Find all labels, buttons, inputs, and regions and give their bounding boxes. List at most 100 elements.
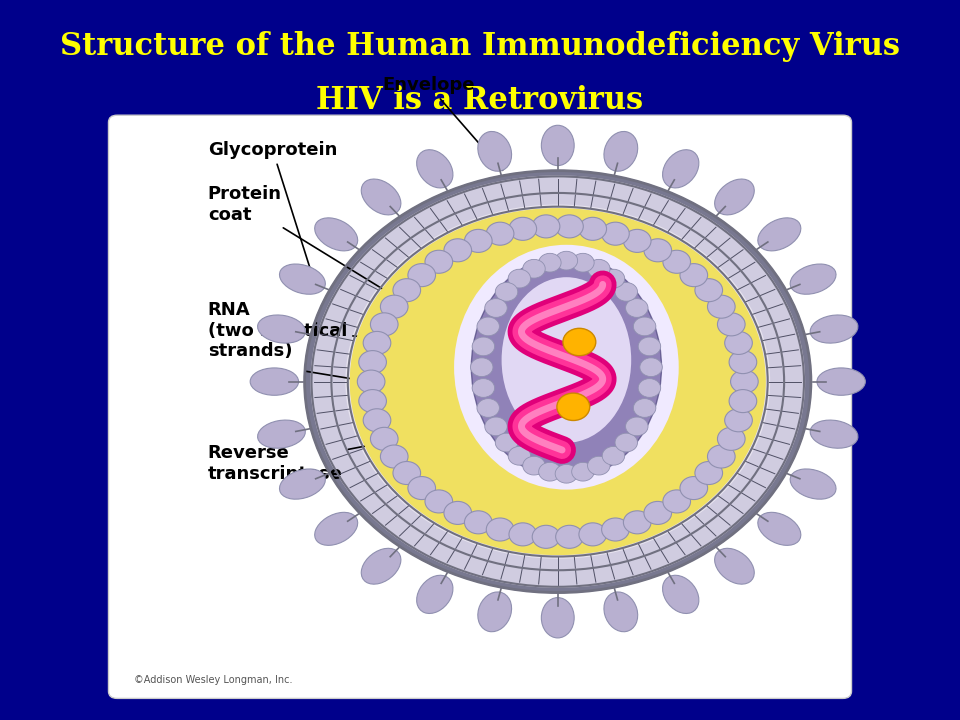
Circle shape [680,264,708,287]
Circle shape [487,518,514,541]
Ellipse shape [810,315,858,343]
Circle shape [695,462,723,485]
Ellipse shape [541,598,574,638]
Ellipse shape [361,179,401,215]
Circle shape [638,379,660,397]
Ellipse shape [604,132,637,171]
Circle shape [634,399,656,418]
Circle shape [465,510,492,534]
Circle shape [556,215,584,238]
Ellipse shape [251,368,299,395]
Circle shape [444,239,471,262]
Ellipse shape [315,218,358,251]
Text: RNA
(two identical
strands): RNA (two identical strands) [208,301,486,361]
Circle shape [579,217,607,240]
Circle shape [663,490,690,513]
Circle shape [495,282,517,301]
Ellipse shape [714,549,755,584]
Circle shape [523,456,545,475]
Circle shape [644,239,672,262]
Ellipse shape [662,575,699,613]
Circle shape [393,279,420,302]
Circle shape [602,446,625,465]
Circle shape [615,282,637,301]
Circle shape [408,477,436,500]
Ellipse shape [790,469,836,499]
FancyBboxPatch shape [108,115,852,698]
Circle shape [508,269,531,288]
Circle shape [487,222,514,246]
Ellipse shape [541,125,574,166]
Circle shape [380,445,408,468]
Circle shape [680,477,708,500]
Circle shape [717,428,745,451]
Circle shape [371,428,398,451]
Circle shape [725,409,753,432]
Circle shape [363,409,391,432]
Circle shape [472,337,494,356]
Circle shape [508,446,531,465]
Ellipse shape [478,132,512,171]
Text: Glycoprotein: Glycoprotein [208,141,337,270]
Circle shape [639,358,662,377]
Circle shape [557,393,589,420]
Circle shape [477,317,499,336]
Ellipse shape [478,592,512,631]
Circle shape [357,370,385,393]
Ellipse shape [279,264,325,294]
Text: Protein
coat: Protein coat [208,185,396,297]
Ellipse shape [714,179,755,215]
Circle shape [556,526,584,549]
Ellipse shape [454,245,679,490]
Ellipse shape [757,513,801,545]
Ellipse shape [279,469,325,499]
Ellipse shape [604,592,637,631]
Circle shape [602,518,629,541]
Circle shape [359,390,387,413]
Circle shape [539,462,561,481]
Circle shape [555,251,578,270]
Circle shape [579,523,607,546]
Circle shape [623,510,651,534]
Text: Envelope: Envelope [382,76,503,171]
Circle shape [393,462,420,485]
Ellipse shape [315,513,358,545]
Ellipse shape [790,264,836,294]
Ellipse shape [471,256,661,479]
Ellipse shape [817,368,865,395]
Circle shape [539,253,561,272]
Circle shape [725,331,753,354]
Ellipse shape [257,420,305,449]
Circle shape [731,370,758,393]
Circle shape [465,230,492,253]
Circle shape [359,351,387,374]
Circle shape [304,171,811,593]
Circle shape [532,215,560,238]
Circle shape [350,209,765,554]
Circle shape [509,217,537,240]
Circle shape [626,299,648,318]
Circle shape [626,417,648,436]
Circle shape [729,351,756,374]
Circle shape [532,526,560,549]
Text: Structure of the Human Immunodeficiency Virus: Structure of the Human Immunodeficiency … [60,31,900,63]
Circle shape [663,251,690,274]
Ellipse shape [502,277,632,443]
Circle shape [615,433,637,452]
Circle shape [644,501,672,524]
Circle shape [563,328,596,356]
Circle shape [729,390,756,413]
Circle shape [602,269,625,288]
Circle shape [602,222,629,246]
Circle shape [638,337,660,356]
Circle shape [444,501,471,524]
Text: ©Addison Wesley Longman, Inc.: ©Addison Wesley Longman, Inc. [134,675,293,685]
Ellipse shape [417,150,453,188]
Circle shape [485,417,507,436]
Circle shape [472,379,494,397]
Circle shape [363,331,391,354]
Ellipse shape [662,150,699,188]
Circle shape [572,462,594,481]
Circle shape [408,264,436,287]
Circle shape [346,205,770,558]
